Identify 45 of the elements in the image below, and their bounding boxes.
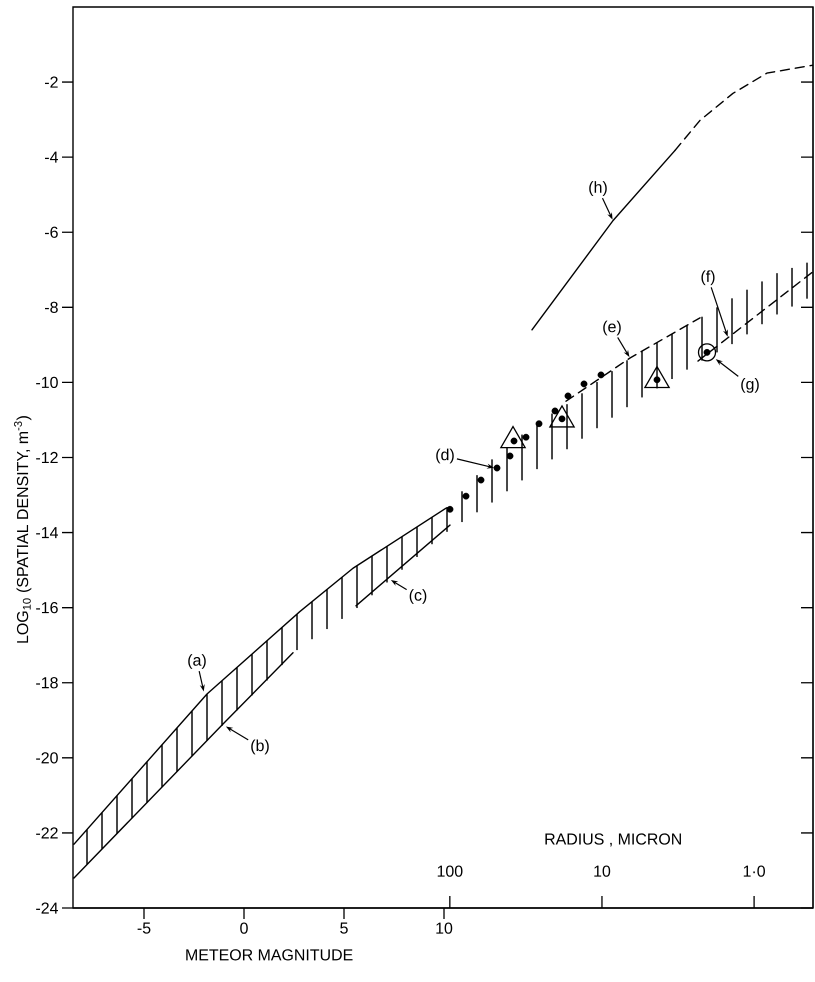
y-tick-label: -20: [36, 752, 58, 764]
annotation: (e): [603, 320, 621, 336]
annotation: (f): [701, 270, 715, 286]
annotation: (b): [251, 740, 269, 754]
point: [698, 343, 716, 362]
annotation: (d): [436, 448, 454, 464]
x-axis-title: METEOR MAGNITUDE: [186, 949, 353, 960]
x2-axis-title: RADIUS , MICRON: [545, 833, 681, 847]
y-tick-label: -16: [36, 602, 58, 614]
x-tick-label: 10: [436, 922, 452, 934]
x-tick-label: 5: [340, 922, 348, 934]
x2-tick-label: 1·0: [744, 866, 765, 877]
point: [580, 380, 588, 388]
point: [506, 452, 514, 460]
x2-tick-label: 100: [438, 866, 462, 877]
point: [558, 415, 566, 422]
y-axis-title: LOG$_{10}$ (SPATIAL DENSITY, m$^{-3}$): [14, 416, 32, 643]
point: [494, 464, 500, 472]
x-tick-label: -5: [138, 922, 150, 934]
y-tick-label: -8: [45, 302, 58, 313]
x-tick-label: 0: [240, 922, 248, 934]
y-tick-label: -12: [36, 452, 58, 464]
point: [536, 420, 542, 428]
point: [510, 438, 518, 444]
x2-tick-label: 10: [594, 866, 610, 877]
y-tick-label: -14: [36, 527, 58, 538]
y-tick-label: -22: [36, 827, 58, 838]
y-tick-label: -2: [45, 76, 58, 88]
annotation: (g): [741, 378, 759, 393]
point: [462, 492, 470, 500]
point: [522, 434, 530, 441]
annotation: (h): [589, 181, 607, 196]
annotation: (a): [188, 654, 206, 669]
y-tick-label: -18: [36, 677, 58, 688]
y-tick-label: -24: [36, 902, 58, 914]
point: [552, 408, 558, 414]
point: [446, 506, 454, 513]
y-tick-label: -4: [45, 152, 58, 163]
annotation: (c): [410, 589, 426, 604]
y-tick-label: -6: [45, 226, 58, 238]
point: [598, 372, 604, 378]
point: [654, 376, 660, 384]
point: [478, 476, 484, 484]
y-tick-label: -10: [36, 376, 58, 388]
point: [564, 392, 572, 400]
